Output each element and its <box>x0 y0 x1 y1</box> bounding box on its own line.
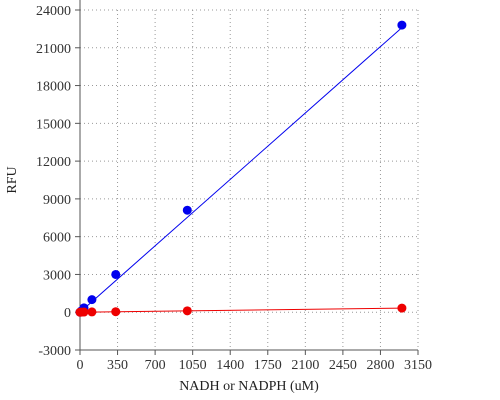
y-tick-label: 12000 <box>36 155 71 170</box>
data-point-series-2 <box>111 307 121 317</box>
x-tick-label: 2800 <box>366 358 394 373</box>
y-axis-title: RFU <box>5 166 20 193</box>
y-tick-label: 21000 <box>36 42 71 57</box>
data-point-series-2 <box>79 307 89 317</box>
x-tick-label: 1050 <box>179 358 207 373</box>
x-axis-title: NADH or NADPH (uM) <box>179 379 319 394</box>
x-tick-label: 0 <box>77 358 84 373</box>
y-tick-label: 0 <box>64 306 71 321</box>
x-tick-label: 1750 <box>254 358 282 373</box>
data-point-series-1 <box>87 295 97 305</box>
x-tick-label: 2100 <box>291 358 319 373</box>
x-tick-label: 1400 <box>216 358 244 373</box>
data-point-series-1 <box>397 20 407 30</box>
y-tick-label: 15000 <box>36 117 71 132</box>
grid <box>80 9 419 350</box>
y-tick-label: 18000 <box>36 80 71 95</box>
axes <box>75 0 419 355</box>
data-point-series-1 <box>111 269 121 279</box>
fit-lines <box>79 27 403 313</box>
y-tick-label: 24000 <box>36 4 71 19</box>
y-tick-label: 3000 <box>43 268 71 283</box>
y-tick-label: 6000 <box>43 231 71 246</box>
fit-line-2 <box>79 307 402 313</box>
x-tick-label: 350 <box>107 358 128 373</box>
x-tick-label: 700 <box>145 358 166 373</box>
data-point-series-2 <box>397 303 407 313</box>
y-tick-label: -3000 <box>38 344 71 359</box>
tick-labels: 0 350 700 1050 1400 1750 2100 2450 2800 3150 -3000… <box>36 4 432 373</box>
data-point-series-2 <box>87 307 97 317</box>
fit-line-1 <box>79 27 403 313</box>
y-tick-label: 9000 <box>43 193 71 208</box>
x-tick-label: 2450 <box>329 358 357 373</box>
data-points <box>75 20 407 317</box>
x-tick-label: 3150 <box>404 358 432 373</box>
data-point-series-2 <box>182 306 192 316</box>
data-point-series-1 <box>182 205 192 215</box>
